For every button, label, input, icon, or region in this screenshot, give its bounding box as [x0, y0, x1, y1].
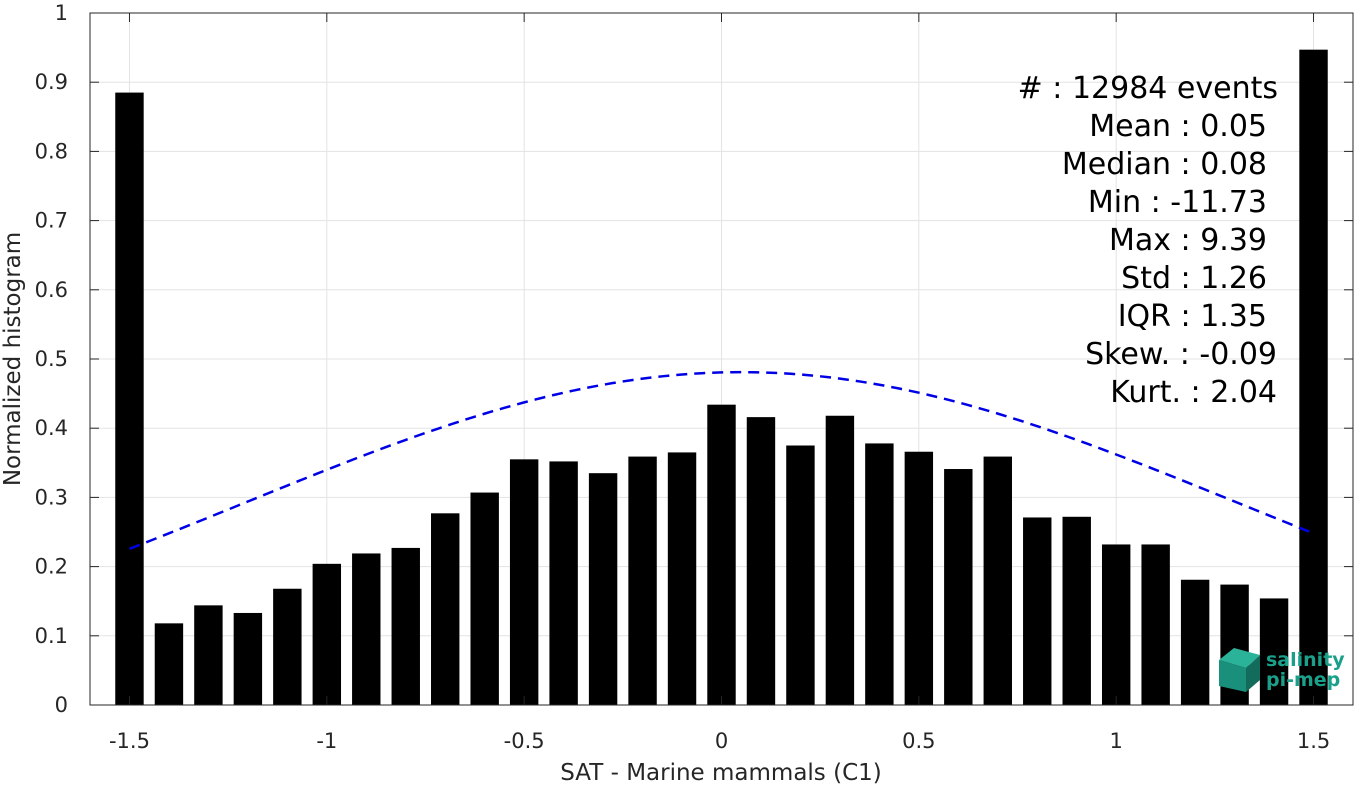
y-tick-label: 0.4 — [35, 416, 68, 440]
stats-line: Median : 0.08 — [1062, 147, 1267, 182]
histogram-bar — [707, 404, 736, 705]
y-tick-label: 0.9 — [35, 70, 68, 94]
histogram-bar — [1299, 49, 1328, 705]
histogram-bar — [628, 456, 657, 705]
histogram-bar — [904, 451, 934, 705]
histogram-bar — [391, 547, 420, 705]
y-axis-label: Normalized histogram — [0, 232, 26, 486]
x-tick-label: -1 — [316, 729, 337, 753]
logo-cube-icon — [1219, 648, 1260, 692]
stats-line: Kurt. : 2.04 — [1110, 375, 1277, 410]
y-tick-label: 0.6 — [35, 278, 68, 302]
histogram-bar — [1101, 544, 1131, 705]
stats-line: Min : -11.73 — [1088, 185, 1267, 220]
histogram-bar — [352, 553, 381, 705]
histogram-bar — [786, 445, 815, 705]
salinity-pimep-logo: salinity pi-mep — [1219, 648, 1345, 692]
y-tick-label: 0.8 — [35, 139, 68, 163]
y-tick-label: 0.2 — [35, 555, 68, 579]
y-tick-label: 0.5 — [35, 347, 68, 371]
x-tick-label: 1 — [1110, 729, 1123, 753]
histogram-bar — [825, 415, 855, 705]
y-tick-label: 1 — [55, 1, 68, 25]
y-axis-ticks: 0 0.1 0.2 0.3 0.4 0.5 0.6 0.7 0.8 0.9 1 — [35, 1, 1353, 717]
x-tick-label: 0.5 — [902, 729, 935, 753]
y-tick-label: 0.3 — [35, 485, 68, 509]
histogram-bar — [273, 588, 302, 705]
histogram-bar — [944, 469, 973, 705]
histogram-bar — [746, 417, 776, 705]
logo-text-pimep: pi-mep — [1266, 669, 1340, 691]
stats-line: Max : 9.39 — [1109, 223, 1267, 258]
histogram-bar — [1062, 516, 1091, 705]
histogram-bar — [983, 456, 1012, 705]
x-tick-label: 1.5 — [1297, 729, 1330, 753]
x-axis-ticks: -1.5 -1 -0.5 0 0.5 1 1.5 — [109, 13, 1330, 753]
histogram-bar — [1180, 579, 1210, 705]
histogram-bar — [470, 492, 499, 705]
histogram-bar — [549, 461, 578, 705]
x-tick-label: 0 — [715, 729, 728, 753]
normal-fit-curve — [129, 370, 1314, 550]
histogram-bar — [233, 612, 263, 705]
logo-text-salinity: salinity — [1266, 649, 1345, 671]
histogram-bar — [115, 92, 144, 705]
stats-line: Std : 1.26 — [1121, 261, 1267, 296]
histogram-bar — [312, 563, 342, 705]
histogram-bar — [154, 623, 184, 705]
histogram-bar — [509, 459, 539, 705]
histogram-bar — [1023, 517, 1052, 705]
histogram-bar — [431, 513, 460, 705]
y-tick-label: 0.1 — [35, 624, 68, 648]
x-axis-label: SAT - Marine mammals (C1) — [560, 760, 882, 785]
bars — [115, 49, 1328, 705]
histogram-bar — [865, 443, 894, 705]
x-tick-label: -0.5 — [504, 729, 545, 753]
histogram-bar — [1259, 598, 1289, 705]
x-tick-label: -1.5 — [109, 729, 150, 753]
y-tick-label: 0 — [55, 693, 68, 717]
histogram-bar — [1141, 544, 1170, 705]
stats-line: Skew. : -0.09 — [1085, 337, 1277, 372]
histogram-bar — [194, 605, 223, 705]
stats-line: IQR : 1.35 — [1118, 299, 1267, 334]
y-tick-label: 0.7 — [35, 209, 68, 233]
stats-line: Mean : 0.05 — [1089, 109, 1267, 144]
histogram-bar — [588, 473, 618, 705]
histogram-bar — [667, 452, 697, 705]
stats-line: # : 12984 events — [1018, 71, 1278, 106]
